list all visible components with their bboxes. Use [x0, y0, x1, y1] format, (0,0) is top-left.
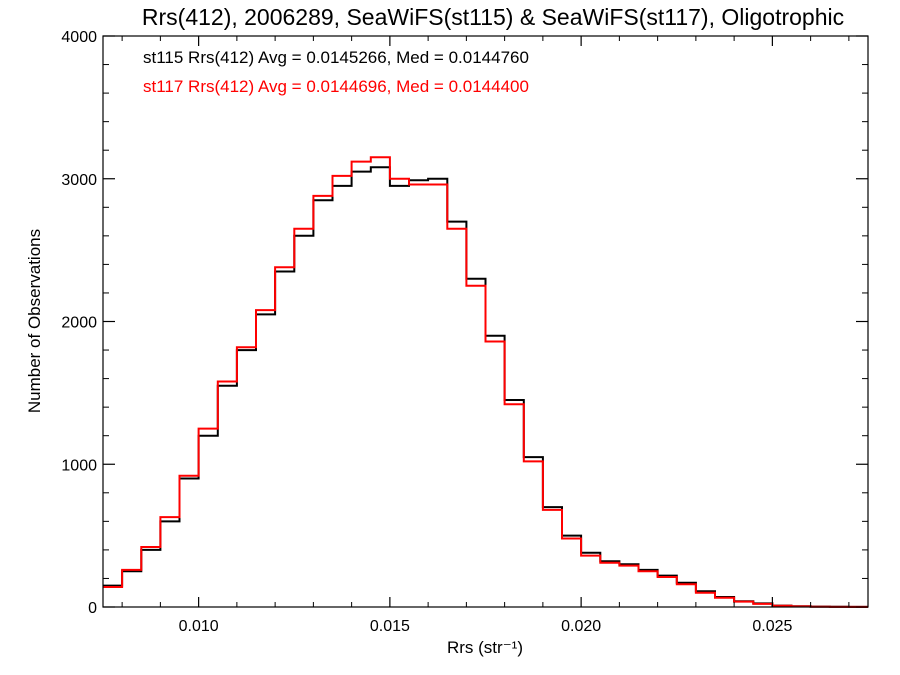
- chart-title: Rrs(412), 2006289, SeaWiFS(st115) & SeaW…: [142, 4, 844, 30]
- axis-layer: 0.010 0.015 0.020 0.025 0 1000 2000 3000 4000: [61, 29, 868, 635]
- legend-entry-st115: st115 Rrs(412) Avg = 0.0145266, Med = 0.…: [143, 48, 529, 67]
- legend-entry-st117: st117 Rrs(412) Avg = 0.0144696, Med = 0.…: [143, 77, 529, 96]
- x-tick-label: 0.015: [370, 618, 410, 635]
- x-tick-label: 0.020: [561, 618, 601, 635]
- x-tick-label: 0.025: [752, 618, 792, 635]
- y-tick-label: 3000: [61, 172, 97, 189]
- y-tick-label: 1000: [61, 457, 97, 474]
- y-tick-label: 2000: [61, 315, 97, 332]
- data-layer: [103, 156, 868, 608]
- y-tick-label: 4000: [61, 29, 97, 46]
- x-axis-label: Rrs (str⁻¹): [447, 638, 523, 657]
- series-line-st117: [103, 156, 868, 608]
- x-tick-label: 0.010: [179, 618, 219, 635]
- y-axis-label: Number of Observations: [25, 229, 44, 413]
- y-tick-label: 0: [88, 600, 97, 617]
